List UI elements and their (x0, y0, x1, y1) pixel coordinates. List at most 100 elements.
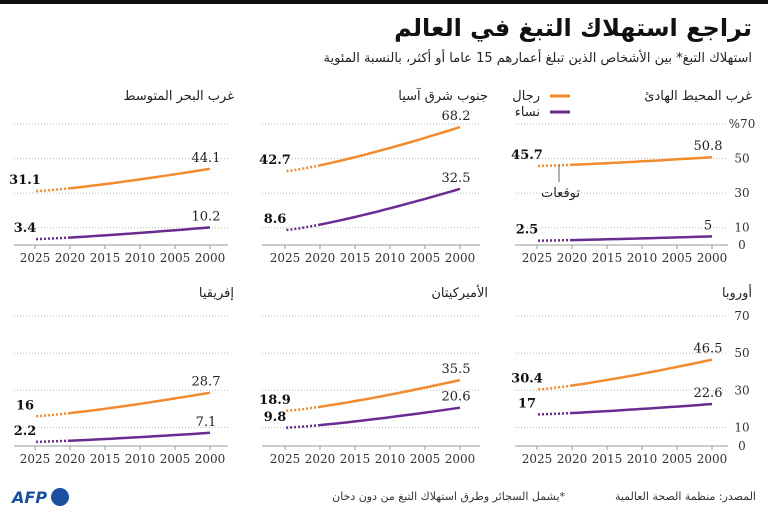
value-label-2025: 2.5 (516, 223, 539, 238)
x-tick-label: 2015 (592, 251, 623, 265)
value-label-2025: 18.9 (259, 393, 291, 408)
x-tick-label: 2010 (627, 251, 658, 265)
panel: إفريقيا 2025 2020 2015 2010 2005 2000 28.7 16 7.1… (14, 286, 234, 466)
panel: غرب المحيط الهادئ 2025 2020 2015 2010 2005 200… (511, 89, 755, 265)
men-line (571, 358, 713, 387)
value-label-2000: 5 (704, 218, 712, 233)
top-bar (0, 0, 768, 4)
men-projection (284, 164, 321, 173)
x-tick-label: 2025 (270, 452, 301, 466)
x-tick-label: 2015 (340, 452, 371, 466)
men-projection (34, 186, 71, 193)
value-label-2025: 30.4 (511, 372, 543, 387)
men-line (319, 378, 461, 409)
value-label-2025: 17 (518, 396, 536, 411)
panel-title: إفريقيا (199, 286, 234, 301)
women-line (319, 187, 461, 226)
y-tick-label: %70 (729, 117, 756, 131)
value-label-2025: 2.2 (14, 424, 37, 439)
men-line (69, 167, 211, 190)
value-label-2000: 10.2 (192, 209, 221, 224)
panel-title: الأميركيتان (431, 284, 488, 301)
value-label-2000: 44.1 (192, 151, 221, 166)
x-tick-label: 2020 (557, 251, 588, 265)
value-label-2000: 22.6 (694, 386, 723, 401)
footnote: *يشمل السجائر وطرق استهلاك التبغ من دون … (332, 490, 565, 503)
women-projection (284, 223, 321, 232)
afp-logo: AFP (10, 488, 69, 507)
chart-title: تراجع استهلاك التبغ في العالم (394, 14, 752, 42)
value-label-2025: 9.8 (264, 410, 287, 425)
panel: الأميركيتان 2025 2020 2015 2010 2005 2000 35.5 1… (259, 284, 488, 466)
women-line (571, 235, 713, 242)
y-tick-label: 30 (734, 383, 749, 397)
value-label-2000: 68.2 (442, 109, 471, 124)
women-projection (284, 423, 321, 430)
value-label-2000: 32.5 (442, 171, 471, 186)
x-tick-label: 2010 (375, 452, 406, 466)
legend-men-label: رجال (512, 89, 540, 104)
y-tick-label: 50 (734, 346, 749, 360)
x-tick-label: 2010 (375, 251, 406, 265)
women-projection (34, 236, 71, 241)
x-tick-label: 2015 (90, 251, 121, 265)
value-label-2025: 3.4 (14, 221, 37, 236)
value-label-2025: 16 (16, 398, 34, 413)
value-label-2025: 45.7 (511, 148, 543, 163)
y-tick-label: 10 (734, 420, 749, 434)
x-tick-label: 2000 (445, 251, 476, 265)
x-tick-label: 2010 (627, 452, 658, 466)
x-tick-label: 2025 (522, 251, 553, 265)
x-tick-label: 2000 (195, 452, 226, 466)
x-tick-label: 2020 (305, 251, 336, 265)
x-tick-label: 2000 (697, 251, 728, 265)
women-line (319, 406, 461, 427)
x-tick-label: 2025 (522, 452, 553, 466)
value-label-2025: 42.7 (259, 153, 291, 168)
x-tick-label: 2010 (125, 251, 156, 265)
x-tick-label: 2000 (445, 452, 476, 466)
x-tick-label: 2020 (557, 452, 588, 466)
y-tick-label: 0 (738, 439, 746, 453)
panel-title: جنوب شرق آسيا (398, 87, 488, 104)
legend-women-label: نساء (515, 105, 540, 120)
value-label-2025: 8.6 (264, 212, 287, 227)
women-line (571, 402, 713, 415)
men-line (571, 155, 713, 167)
x-tick-label: 2015 (340, 251, 371, 265)
y-tick-label: 30 (734, 186, 749, 200)
x-tick-label: 2005 (160, 452, 191, 466)
men-projection (536, 384, 573, 391)
x-tick-label: 2005 (410, 251, 441, 265)
x-tick-label: 2005 (410, 452, 441, 466)
x-tick-label: 2020 (305, 452, 336, 466)
men-line (319, 125, 461, 167)
value-label-2000: 46.5 (694, 342, 723, 357)
value-label-2000: 28.7 (192, 375, 221, 390)
x-tick-label: 2005 (160, 251, 191, 265)
panel: غرب البحر المتوسط 2025 2020 2015 2010 2005 200… (9, 89, 234, 265)
men-projection (284, 405, 321, 413)
value-label-2000: 7.1 (196, 415, 217, 430)
panel: جنوب شرق آسيا 2025 2020 2015 2010 2005 2000 68.… (259, 87, 488, 265)
x-tick-label: 2015 (592, 452, 623, 466)
x-tick-label: 2005 (662, 452, 693, 466)
panel-title: غرب البحر المتوسط (124, 89, 235, 104)
x-tick-label: 2000 (195, 251, 226, 265)
y-tick-label: 10 (734, 221, 749, 235)
panel: أوروبا 2025 2020 2015 2010 2005 2000 70 50 30 10 0 4… (511, 284, 752, 466)
legend: رجال نساء (512, 89, 570, 120)
x-tick-label: 2020 (55, 251, 86, 265)
value-label-2000: 50.8 (694, 139, 723, 154)
source-note: المصدر: منظمة الصحة العالمية (615, 490, 756, 503)
men-projection (34, 411, 71, 418)
y-tick-label: 70 (734, 309, 749, 323)
x-tick-label: 2025 (20, 251, 51, 265)
x-tick-label: 2005 (662, 251, 693, 265)
men-projection (536, 163, 573, 168)
chart-subtitle: استهلاك التبغ* بين الأشخاص الذين تبلغ أع… (324, 49, 753, 66)
svg-text:AFP: AFP (10, 488, 47, 507)
x-tick-label: 2025 (270, 251, 301, 265)
value-label-2000: 20.6 (442, 390, 471, 405)
value-label-2025: 31.1 (9, 173, 41, 188)
